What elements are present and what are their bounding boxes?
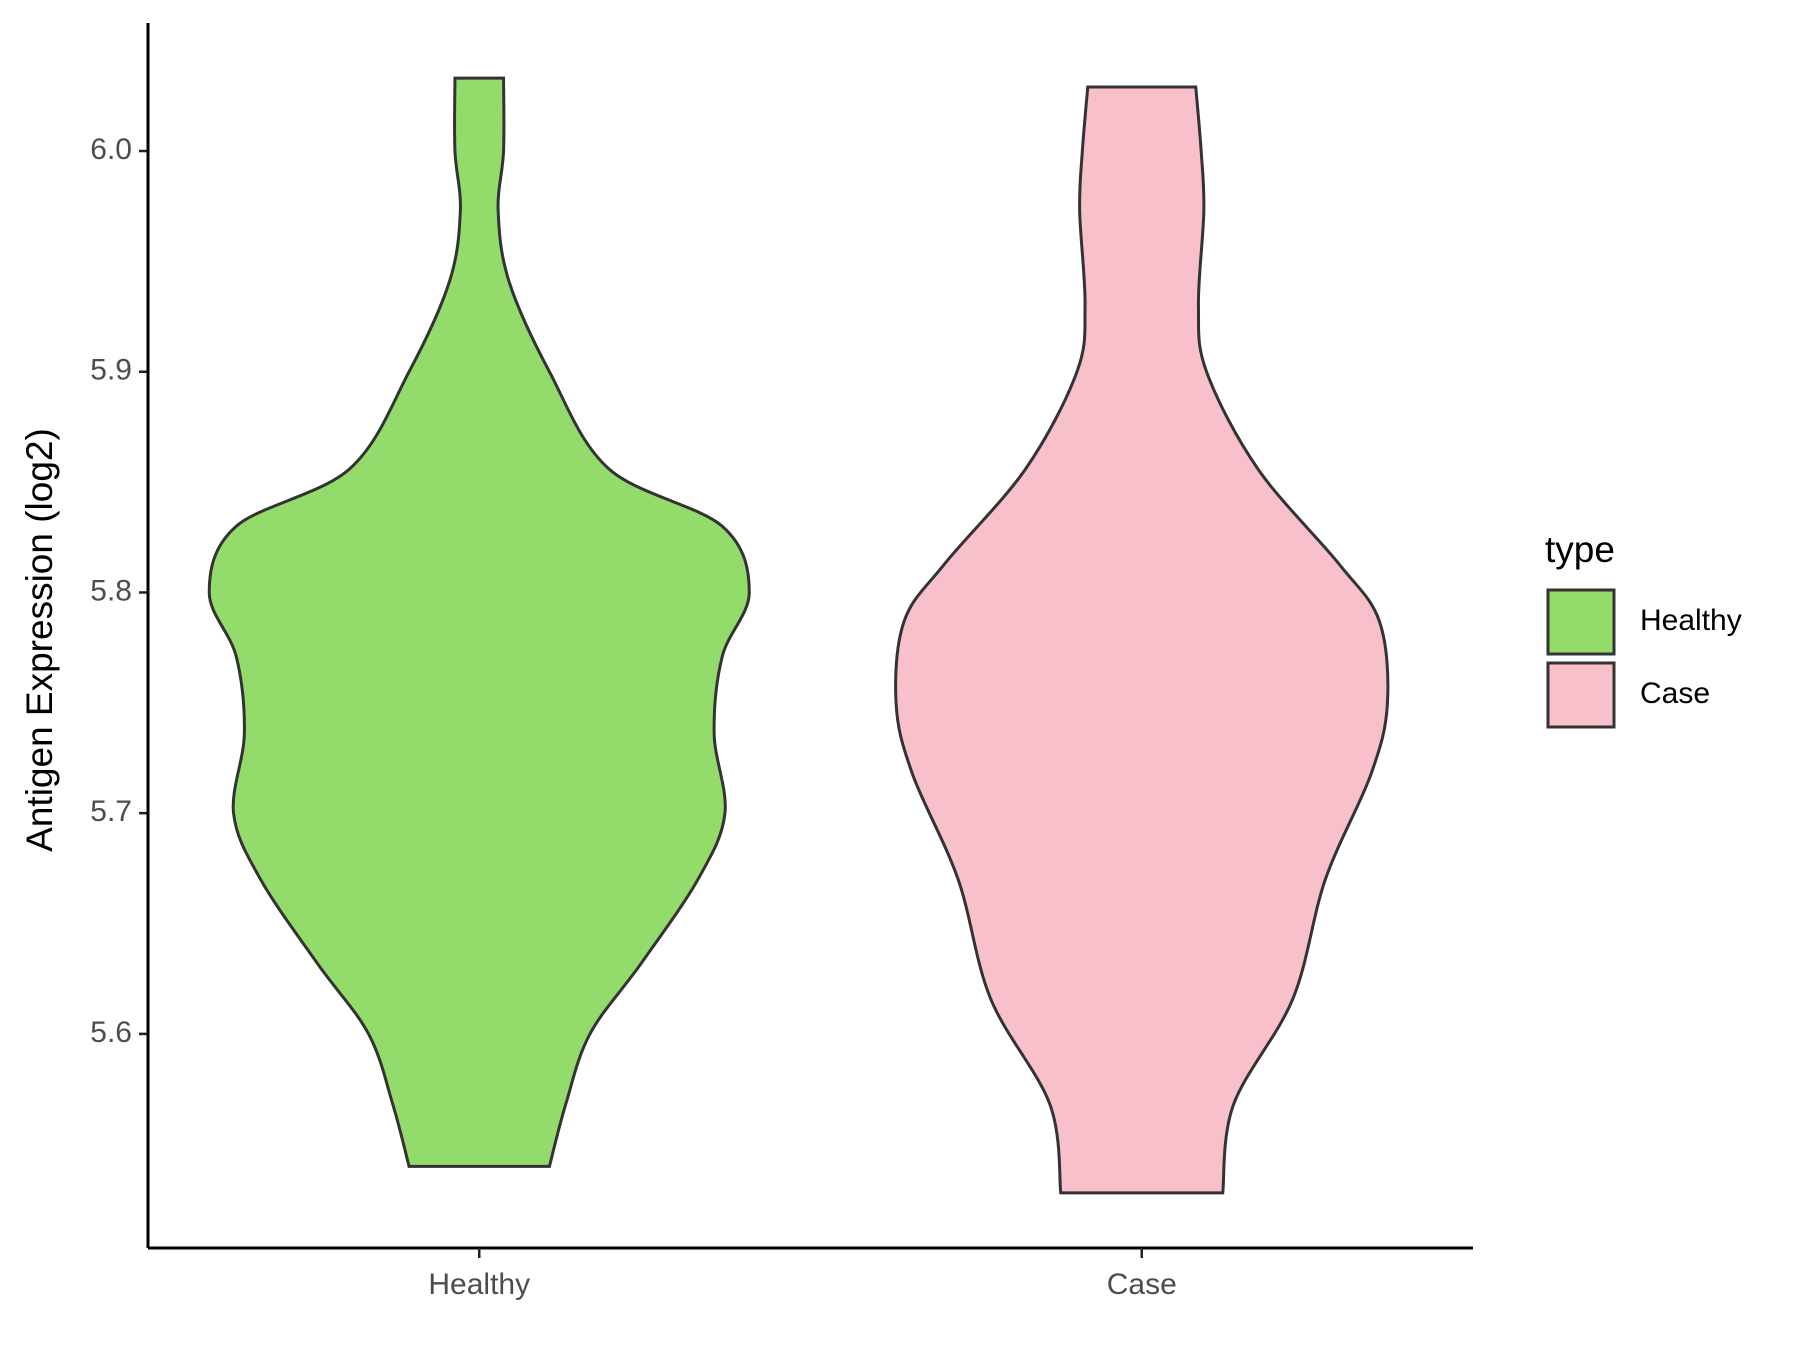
x-tick-label: Case	[1107, 1268, 1177, 1301]
violin	[207, 76, 751, 1168]
legend-key	[1546, 661, 1616, 729]
legend-label: Healthy	[1640, 604, 1742, 637]
violin	[894, 85, 1390, 1195]
legend-key	[1546, 588, 1616, 656]
x-tick-label: Healthy	[428, 1268, 530, 1301]
y-axis-title: Antigen Expression (log2)	[19, 428, 60, 852]
y-tick-label: 5.9	[90, 354, 132, 387]
y-tick-label: 6.0	[90, 133, 132, 166]
y-tick-label: 5.7	[90, 795, 132, 828]
legend-label: Case	[1640, 677, 1710, 710]
legend-title: type	[1545, 529, 1615, 570]
y-tick-label: 5.6	[90, 1016, 132, 1049]
y-tick-label: 5.8	[90, 574, 132, 607]
